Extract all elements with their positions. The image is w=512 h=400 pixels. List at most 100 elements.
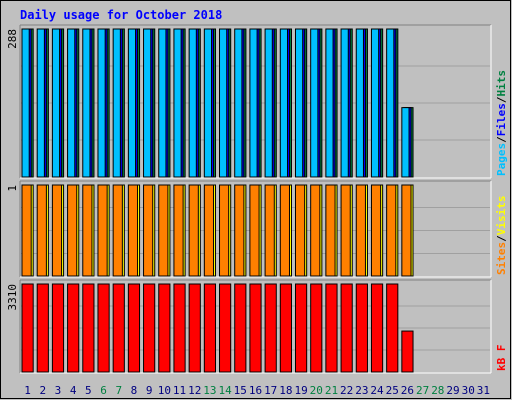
- bar-pages-day-23: [355, 28, 364, 178]
- x-tick-label-day-12: 12: [188, 384, 201, 397]
- x-tick-label-day-9: 9: [146, 384, 153, 397]
- x-tick-label-day-29: 29: [446, 384, 459, 397]
- bar-pages-day-10: [158, 28, 167, 178]
- bar-sites-day-24: [370, 184, 382, 277]
- bar-pages-day-25: [386, 28, 395, 178]
- bar-kb-f-day-24: [370, 283, 384, 373]
- bar-kb-f-day-6: [97, 283, 110, 373]
- bar-kb-f-day-10: [158, 283, 171, 373]
- legend-entry: Sites: [495, 242, 508, 275]
- y-max-label-pages-files-hits: 288: [6, 29, 19, 49]
- bar-kb-f-day-11: [173, 283, 186, 373]
- bar-pages-day-3: [51, 28, 61, 178]
- bar-pages-day-5: [82, 28, 91, 178]
- x-tick-label-day-26: 26: [401, 384, 414, 397]
- x-tick-label-day-6: 6: [100, 384, 107, 397]
- bar-sites-day-21: [325, 184, 336, 277]
- x-tick-label-day-5: 5: [85, 384, 92, 397]
- legend-entry: Files: [495, 103, 508, 136]
- bar-sites-day-20: [310, 184, 321, 277]
- bar-kb-f-day-26: [401, 330, 414, 373]
- x-tick-label-day-23: 23: [355, 384, 368, 397]
- x-tick-label-day-25: 25: [386, 384, 399, 397]
- bar-sites-day-4: [67, 184, 78, 277]
- x-tick-label-day-8: 8: [131, 384, 138, 397]
- bar-sites-day-15: [234, 184, 245, 277]
- x-tick-label-day-11: 11: [173, 384, 186, 397]
- bar-pages-day-19: [294, 28, 304, 178]
- x-tick-label-day-4: 4: [70, 384, 77, 397]
- bar-sites-day-2: [36, 184, 47, 277]
- x-tick-label-day-31: 31: [477, 384, 490, 397]
- bar-sites-day-23: [355, 184, 366, 277]
- bar-kb-f-day-20: [310, 283, 323, 373]
- bar-pages-day-9: [143, 28, 152, 178]
- bar-sites-day-22: [340, 184, 351, 277]
- legend-entry: /: [495, 136, 508, 143]
- x-tick-label-day-19: 19: [294, 384, 307, 397]
- legend-entry: kB F: [495, 345, 508, 372]
- bar-sites-day-11: [173, 184, 184, 277]
- x-tick-label-day-10: 10: [158, 384, 171, 397]
- bar-pages-day-1: [21, 28, 30, 178]
- legend-pages-files-hits: Pages/Files/Hits: [495, 70, 508, 176]
- y-max-label-kbytes: 3310: [6, 284, 19, 311]
- x-tick-label-day-14: 14: [218, 384, 232, 397]
- bar-kb-f-day-1: [21, 283, 34, 373]
- x-tick-label-day-18: 18: [279, 384, 292, 397]
- bar-sites-day-5: [82, 184, 93, 277]
- bar-kb-f-day-17: [264, 283, 277, 373]
- bar-pages-day-18: [279, 28, 288, 178]
- bar-sites-day-1: [21, 184, 32, 277]
- bar-sites-day-18: [279, 184, 290, 277]
- x-tick-label-day-2: 2: [39, 384, 46, 397]
- bar-pages-day-15: [234, 28, 243, 178]
- bar-kb-f-day-3: [51, 283, 65, 373]
- legend-entry: /: [495, 96, 508, 103]
- bar-sites-day-19: [294, 184, 306, 277]
- bar-kb-f-day-16: [249, 283, 262, 373]
- bar-pages-day-26: [401, 107, 410, 178]
- bar-pages-day-21: [325, 28, 334, 178]
- bar-kb-f-day-22: [340, 283, 353, 373]
- bar-kb-f-day-23: [355, 283, 368, 373]
- x-tick-label-day-3: 3: [55, 384, 62, 397]
- bar-sites-day-12: [188, 184, 199, 277]
- legend-entry: Pages: [495, 143, 508, 176]
- x-tick-label-day-13: 13: [203, 384, 216, 397]
- bar-sites-day-16: [249, 184, 260, 277]
- bar-kb-f-day-18: [279, 283, 292, 373]
- x-tick-label-day-7: 7: [115, 384, 122, 397]
- x-tick-label-day-27: 27: [416, 384, 429, 397]
- panel-sites-visits: 1 Sites/Visits: [6, 180, 508, 278]
- bar-pages-day-16: [249, 28, 258, 178]
- bar-kb-f-day-5: [82, 283, 95, 373]
- x-axis-labels: 1 2 3 4 5 6 7 8 9 10 11 12 13 14 15 16 17 18 19 20 21 22 23 24 2…: [24, 384, 490, 397]
- bar-kb-f-day-9: [143, 283, 156, 373]
- bar-pages-day-12: [188, 28, 197, 178]
- bar-kb-f-day-12: [188, 283, 201, 373]
- bar-pages-day-2: [36, 28, 45, 178]
- bar-pages-day-17: [264, 28, 273, 178]
- bar-sites-day-8: [127, 184, 139, 277]
- legend-entry: Visits: [495, 196, 508, 236]
- bar-sites-day-10: [158, 184, 169, 277]
- bar-pages-day-8: [127, 28, 137, 178]
- bar-sites-day-25: [386, 184, 397, 277]
- bar-sites-day-9: [143, 184, 154, 277]
- legend-entry: Hits: [495, 70, 508, 97]
- chart-title: Daily usage for October 2018: [20, 8, 222, 22]
- bar-sites-day-17: [264, 184, 275, 277]
- x-tick-label-day-20: 20: [310, 384, 323, 397]
- bar-kb-f-day-19: [294, 283, 308, 373]
- bar-kb-f-day-2: [36, 283, 49, 373]
- legend-entry: /: [495, 235, 508, 242]
- x-tick-label-day-28: 28: [431, 384, 444, 397]
- bar-pages-day-7: [112, 28, 121, 178]
- legend-sites-visits: Sites/Visits: [495, 196, 508, 276]
- bar-kb-f-day-7: [112, 283, 125, 373]
- bar-kb-f-day-25: [386, 283, 399, 373]
